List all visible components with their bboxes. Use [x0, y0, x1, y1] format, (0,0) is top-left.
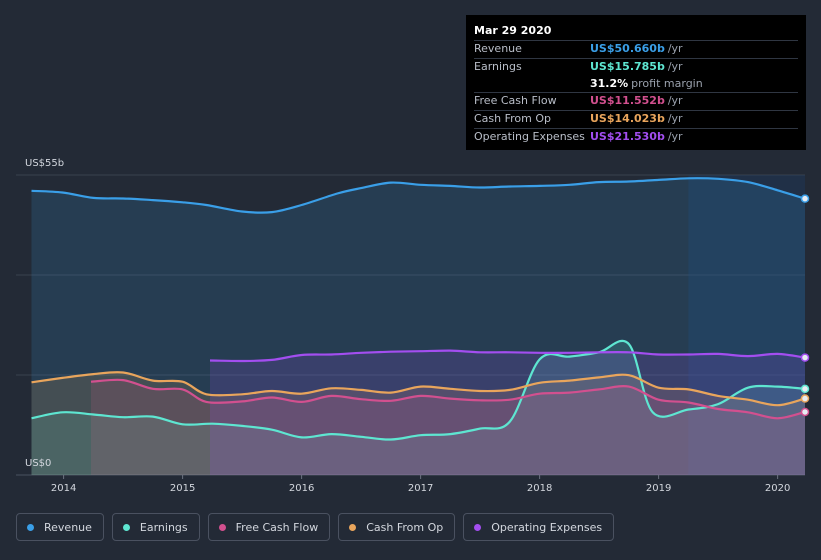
end-markers — [800, 194, 810, 417]
tooltip-row-value: US$14.023b — [590, 112, 665, 126]
tooltip-row-value: US$11.552b — [590, 94, 665, 108]
tooltip-row-value: 31.2% — [590, 76, 629, 90]
cash-from-op-line — [31, 371, 806, 407]
tooltip-row-label: Operating Expenses — [474, 129, 585, 143]
free-cash-flow-end-marker — [800, 407, 810, 417]
y-axis-top-label: US$55b — [25, 158, 64, 169]
x-tick-label: 2015 — [170, 483, 195, 494]
legend-dot-icon — [349, 523, 357, 531]
earnings-end-marker — [800, 384, 810, 394]
series-lines — [31, 177, 806, 441]
operating-expenses-line — [209, 349, 806, 363]
x-axis-ticks: 2014 2015 2016 2017 2018 2019 2020 — [51, 475, 790, 494]
tooltip-row-unit: /yr — [667, 129, 683, 143]
tooltip-row-unit: /yr — [667, 42, 683, 55]
operating-expenses-area — [210, 350, 805, 475]
tooltip-row-value: US$21.530b — [590, 129, 665, 143]
tooltip-row: Operating Expenses US$21.530b/yr — [474, 127, 798, 146]
legend-item-cash-from-op[interactable]: Cash From Op — [338, 513, 456, 541]
tooltip-row-label: Revenue — [474, 42, 522, 55]
legend-dot-icon — [218, 523, 226, 531]
legend-label: Earnings — [139, 520, 188, 534]
y-axis-bottom-label: US$0 — [25, 458, 51, 469]
revenue-area — [31, 178, 805, 475]
x-tick-label: 2020 — [765, 483, 790, 494]
tooltip-row-label — [474, 76, 590, 93]
free-cash-flow-line — [90, 378, 806, 420]
tooltip-row-label: Cash From Op — [474, 112, 552, 126]
legend-item-revenue[interactable]: Revenue — [16, 513, 104, 541]
legend-item-operating-expenses[interactable]: Operating Expenses — [463, 513, 615, 541]
tooltip: Mar 29 2020 Revenue US$50.660b/yr Earnings… — [466, 15, 806, 150]
tooltip-row: 31.2% profit margin — [474, 76, 798, 93]
legend-item-earnings[interactable]: Earnings — [111, 513, 200, 541]
tooltip-row: Cash From Op US$14.023b/yr — [474, 110, 798, 128]
tooltip-row: Revenue US$50.660b/yr — [474, 40, 798, 58]
x-tick-label: 2019 — [646, 483, 671, 494]
tooltip-row-value: US$15.785b — [590, 59, 665, 73]
tooltip-row-label: Earnings — [474, 59, 522, 73]
free-cash-flow-area — [91, 379, 805, 475]
tooltip-row: Free Cash Flow US$11.552b/yr — [474, 92, 798, 110]
tooltip-row-unit: profit margin — [631, 76, 703, 90]
tooltip-row: Earnings US$15.785b/yr — [474, 57, 798, 76]
earnings-area — [31, 340, 805, 475]
gridlines — [16, 174, 805, 476]
tooltip-row-unit: /yr — [667, 112, 683, 126]
tooltip-date: Mar 29 2020 — [474, 24, 552, 37]
tooltip-row-unit: /yr — [667, 94, 683, 108]
earnings-line — [31, 339, 806, 441]
operating-expenses-end-marker — [800, 353, 810, 362]
legend-label: Free Cash Flow — [235, 520, 319, 534]
tooltip-row-unit: /yr — [667, 59, 683, 73]
x-tick-label: 2017 — [408, 483, 433, 494]
highlight-band — [688, 175, 805, 475]
tooltip-row-label: Free Cash Flow — [474, 94, 557, 108]
x-tick-label: 2014 — [51, 483, 76, 494]
legend-label: Cash From Op — [366, 520, 444, 534]
chart: US$55b US$0 2014 2015 2016 2017 2018 2019 2020 — [16, 158, 810, 494]
legend-dot-icon — [27, 523, 34, 531]
x-tick-label: 2016 — [289, 483, 314, 494]
legend-item-free-cash-flow[interactable]: Free Cash Flow — [207, 513, 331, 541]
cash-from-op-area — [31, 372, 805, 475]
x-tick-label: 2018 — [527, 483, 552, 494]
legend: Revenue Earnings Free Cash Flow Cash From O… — [16, 513, 615, 541]
series-areas — [31, 178, 805, 475]
revenue-end-marker — [800, 194, 810, 203]
legend-dot-icon — [122, 523, 130, 531]
legend-dot-icon — [474, 523, 482, 531]
tooltip-row-value: US$50.660b — [590, 42, 665, 55]
cash-from-op-end-marker — [800, 394, 810, 403]
revenue-line — [31, 177, 806, 214]
legend-label: Revenue — [44, 520, 92, 534]
legend-label: Operating Expenses — [491, 520, 603, 534]
